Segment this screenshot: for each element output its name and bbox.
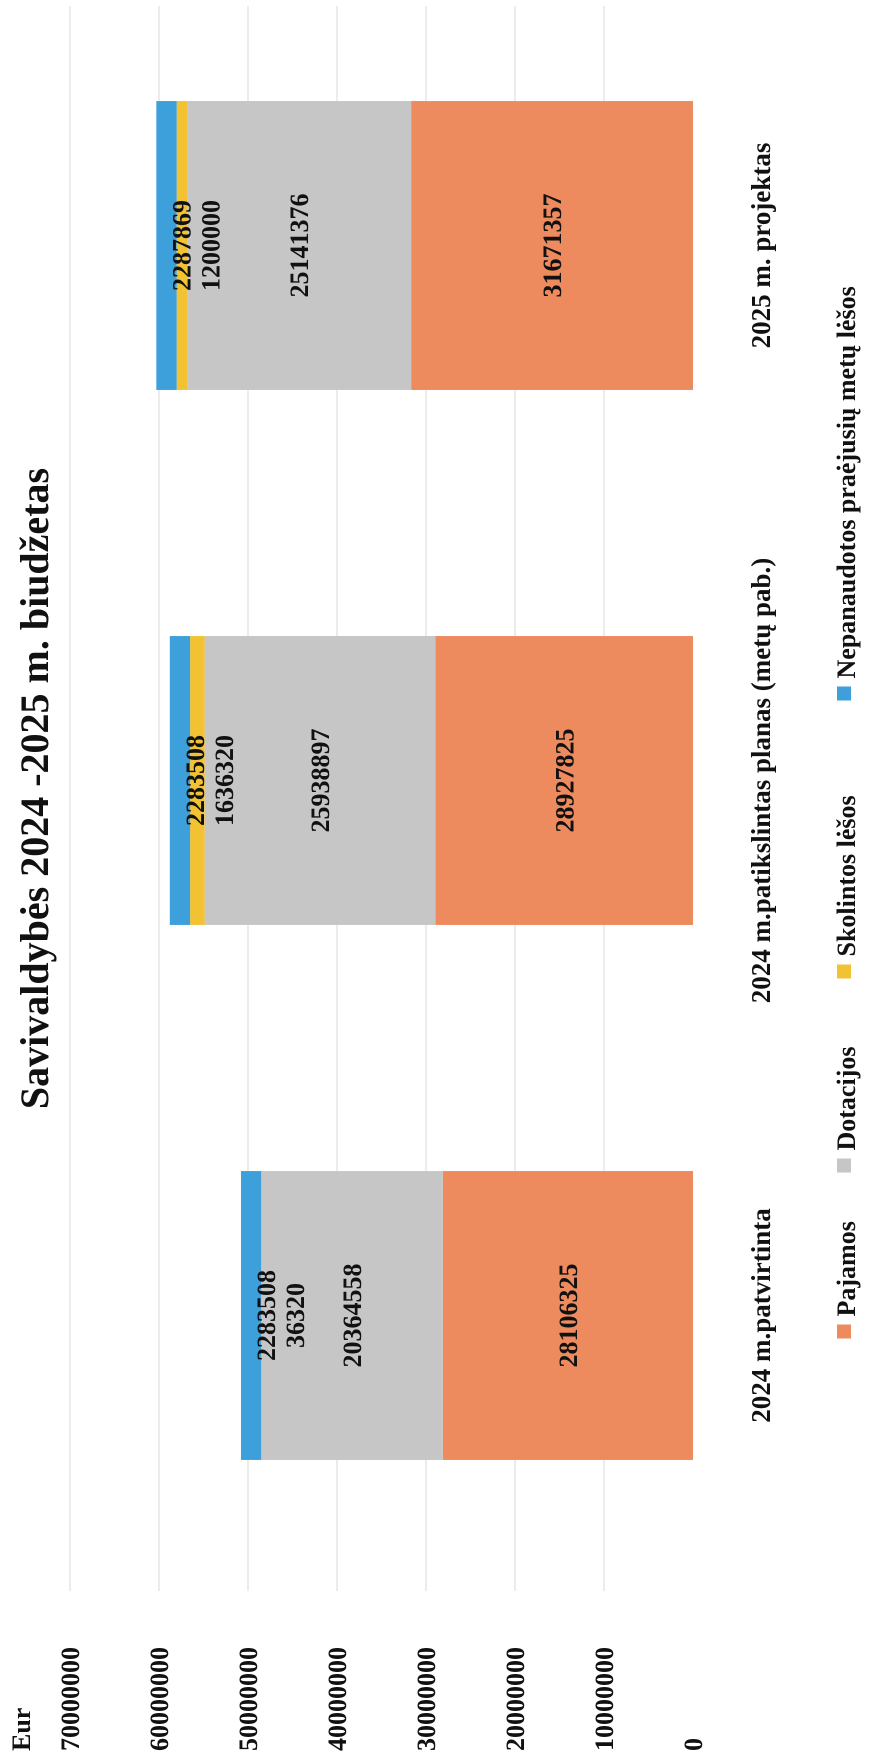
bar-segment [261,1171,443,1460]
y-tick-label: 60000000 [145,1647,174,1751]
bar-segment [169,636,191,925]
y-tick-label: 40000000 [323,1647,352,1751]
y-tick-label: 0 [679,1738,708,1751]
legend-swatch [837,1324,851,1339]
data-label: 25141376 [285,194,314,298]
data-label: 28927825 [550,729,579,833]
x-category-label: 2025 m. projektas [746,143,776,349]
bar-segment [156,101,177,390]
bar-segment [435,636,693,925]
bar-segment [240,1171,262,1460]
legend-label: Skolintos lėšos [832,795,861,956]
bar-segment [442,1171,693,1460]
y-tick-label: 50000000 [234,1647,263,1751]
y-tick-label: 70000000 [56,1647,85,1751]
data-label: 28106325 [554,1264,583,1368]
x-axis-categories: 2024 m.patvirtinta 2024 m.patikslintas pl… [746,143,776,1423]
y-tick-label: 10000000 [590,1647,619,1751]
data-label: 2283508 [252,1270,281,1361]
legend-label: Nepanaudotos praėjusių metų lėšos [832,286,861,678]
bar-segment [176,101,188,390]
bar-segment [187,101,412,390]
data-label: 36320 [281,1283,310,1348]
y-tick-label: 20000000 [501,1647,530,1751]
y-tick-label: 30000000 [412,1647,441,1751]
data-labels: 2810632520364558363202283508289278252593… [167,194,583,1368]
data-label: 1200000 [196,200,225,291]
data-label: 31671357 [538,194,567,298]
bar-segment [411,101,693,390]
bar-segment [204,636,436,925]
data-label: 20364558 [338,1264,367,1368]
data-label: 2287869 [167,200,196,291]
data-label: 1636320 [210,735,239,826]
legend-swatch [837,1158,851,1173]
bars [156,101,693,1460]
x-category-label: 2024 m.patikslintas planas (metų pab.) [746,558,776,1004]
legend-label: Dotacijos [832,1047,861,1151]
legend-swatch [837,686,851,701]
legend-swatch [837,964,851,979]
y-axis-label: Eur [7,1708,36,1751]
data-label: 25938897 [306,729,335,833]
legend-label: Pajamos [832,1221,861,1316]
data-label: 2283508 [181,735,210,826]
legend: Pajamos Dotacijos Skolintos lėšos Nepanaudo… [832,286,861,1339]
y-axis: 0 10000000 20000000 30000000 40000000 5000000… [56,1647,708,1751]
chart-title: Savivaldybės 2024 -2025 m. biudžetas [12,468,57,1109]
bar-segment [190,636,205,925]
x-category-label: 2024 m.patvirtinta [746,1208,776,1423]
